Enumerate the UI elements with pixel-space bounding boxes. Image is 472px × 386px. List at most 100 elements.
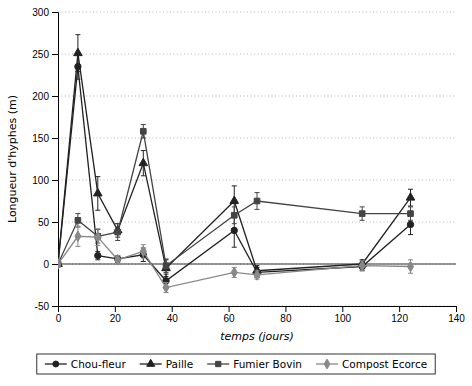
tick-label: 20 [110,313,122,324]
marker [115,229,121,235]
series [58,226,414,293]
marker [95,232,101,243]
tick-label: 0 [56,313,62,324]
marker [231,212,237,218]
tick: 200 [32,91,58,102]
error-bar [232,207,237,224]
legend-item: Paille [140,358,194,370]
grid [58,12,456,306]
tick-mark [172,306,173,312]
error-bar [164,259,169,272]
marker [254,270,260,281]
legend-label: Fumier Bovin [233,358,302,370]
grid-line [58,222,456,223]
marker [163,282,169,293]
error-bar [255,193,260,210]
legend: Chou-fleur Paille Fumier Bovin Compost Ecor… [37,354,435,374]
marker [406,193,415,200]
series-line [58,53,411,271]
grid-line [58,96,456,97]
series-line [58,67,411,281]
error-bar [141,245,146,258]
tick: -50 [35,301,58,312]
tick: 120 [391,306,408,324]
tick-label: 140 [448,313,465,324]
tick: 100 [32,175,58,186]
series [58,125,413,273]
legend-label: Compost Ecorce [342,358,427,370]
tick: 150 [32,133,58,144]
tick-label: 100 [334,313,351,324]
tick: 60 [224,306,236,324]
tick: 140 [448,306,465,324]
series [58,54,414,288]
tick-mark [52,12,58,13]
chart: 020406080100120140-50050100150200250300t… [0,0,472,386]
tick-label: 200 [32,91,49,102]
legend-label: Paille [166,358,194,370]
marker [359,260,365,271]
tick-label: 120 [391,313,408,324]
error-bar [360,207,365,220]
tick: 20 [110,306,122,324]
tick-mark [52,96,58,97]
marker [231,227,237,233]
axis-line [59,307,457,313]
tick-mark [229,306,230,312]
tick: 300 [32,7,58,18]
error-bar [95,230,100,243]
marker [74,48,83,55]
marker [139,158,148,165]
tick-label: 300 [32,7,49,18]
x-axis: 0 20 40 60 80 100 120 140 [56,306,466,324]
series-line [58,236,411,287]
tick-label: 250 [32,49,49,60]
tick-mark [52,264,58,265]
legend-marker [216,361,221,366]
marker [163,263,169,269]
marker [58,259,61,270]
tick-label: 40 [167,313,179,324]
legend-marker [53,361,59,367]
grid-line [58,12,456,13]
x-axis-title: temps (jours) [220,330,294,343]
tick: 0 [56,306,62,324]
marker [115,255,121,266]
grid-line [58,54,456,55]
y-axis: -50 0 50 100 150 200 250 300 [32,7,58,312]
tick: 80 [280,306,292,324]
tick-label: 80 [280,313,292,324]
legend-item: Compost Ecorce [316,358,427,370]
marker [230,196,239,203]
marker [231,267,237,278]
tick: 50 [38,217,58,228]
tick: 40 [167,306,179,324]
marker [408,211,414,217]
error-bar [408,207,413,220]
series [58,35,415,277]
marker [140,246,146,257]
tick-mark [52,180,58,181]
legend-label: Chou-fleur [71,358,127,370]
marker [75,231,81,242]
marker [75,217,81,223]
legend-marker [147,359,155,366]
tick-mark [52,306,58,307]
error-bar [408,260,413,273]
marker [407,221,413,227]
tick: 0 [43,259,58,270]
tick-label: 60 [224,313,236,324]
tick: 250 [32,49,58,60]
error-bar [95,229,100,246]
legend-frame [37,354,435,374]
tick-label: 100 [32,175,49,186]
marker [94,188,103,195]
tick-label: 50 [38,217,50,228]
tick-label: 150 [32,133,49,144]
tick-mark [399,306,400,312]
marker [407,261,413,272]
error-bar [232,267,237,277]
marker [95,252,101,258]
axis-line [52,13,59,307]
grid-line [58,138,456,139]
